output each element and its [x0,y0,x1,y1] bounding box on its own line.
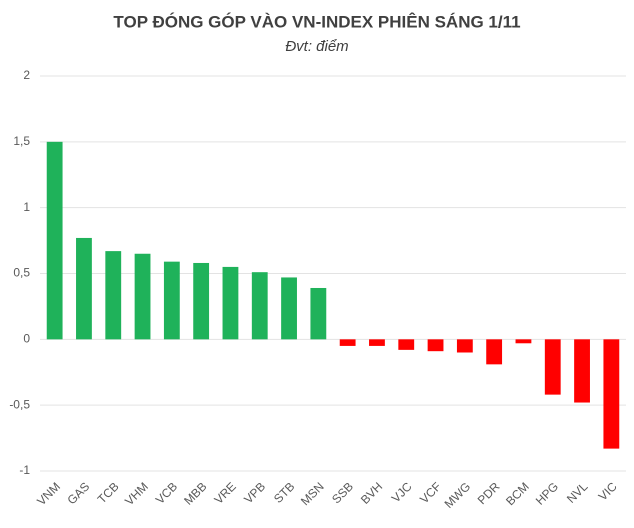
bar [251,272,268,340]
x-tick-label: TCB [95,479,122,506]
y-tick-label: -0,5 [9,397,30,411]
bar [76,237,92,340]
chart-subtitle: Đvt: điểm [285,38,348,55]
y-tick-label: 1,5 [13,134,30,148]
x-tick-label: NVL [564,479,591,506]
bar [339,339,356,346]
y-tick-label: 0,5 [13,266,30,280]
bar [222,266,239,340]
bar [105,251,122,340]
x-tick-label: VRE [211,479,238,506]
bar [310,287,327,340]
x-tick-label: BVH [358,479,385,506]
x-tick-label: GAS [64,479,92,507]
x-tick-label: VCF [417,479,444,506]
x-tick-label: VJC [389,479,415,505]
x-tick-label: MBB [181,479,209,507]
bar [369,339,385,346]
bar [574,339,590,403]
x-tick-label: PDR [475,479,503,507]
bar [281,277,297,340]
x-tick-label: SSB [329,479,356,506]
x-tick-label: BCM [503,479,532,508]
bar [486,339,503,365]
bar [46,141,63,340]
x-tick-label: MSN [298,479,327,508]
bar [603,339,620,449]
x-tick-label: VPB [241,479,268,506]
x-tick-label: MWG [442,479,474,511]
y-tick-label: 1 [23,200,30,214]
bar [193,262,210,340]
bar [456,339,473,353]
bar [134,253,151,340]
bar [398,339,415,350]
bar [427,339,444,352]
bar [515,339,532,344]
x-tick-label: VHM [122,479,151,508]
x-tick-label: HPG [533,479,561,507]
x-tick-label: STB [271,479,297,505]
y-tick-label: 2 [23,68,30,82]
bar [544,339,561,395]
bar [163,261,180,340]
x-tick-label: VNM [34,479,63,508]
x-tick-label: VCB [153,479,180,506]
y-tick-label: 0 [23,332,30,346]
y-tick-label: -1 [19,463,30,477]
chart-title: TOP ĐÓNG GÓP VÀO VN-INDEX PHIÊN SÁNG 1/1… [113,12,520,31]
x-tick-label: VIC [596,479,620,503]
